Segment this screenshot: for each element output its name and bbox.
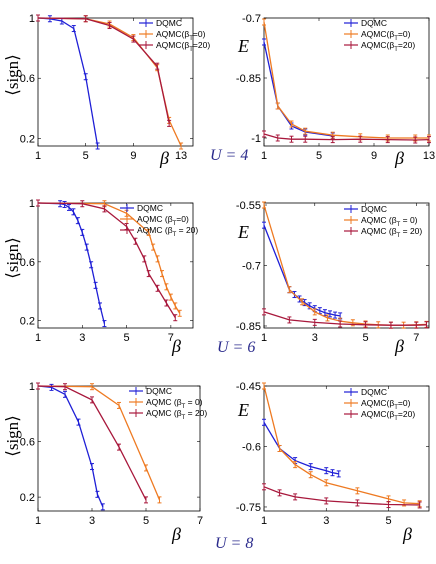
legend-label: AQMC(βT=20) [361,409,415,422]
x-axis-label: β [171,524,181,544]
legend-label: DQMC [361,204,387,214]
y-tick-label: 0.6 [20,437,35,449]
series-line-2 [263,486,420,506]
legend-label: DQMC [361,387,387,397]
chart-energy-u8: 1 3 5 -0.75 -0.6 -0.45 Eβ DQMCAQMC(βT=0)AQMC(βT… [236,381,430,544]
y-tick-label: -0.85 [236,73,261,85]
y-axis-label: ⟨sign⟩ [3,415,22,457]
y-tick-label: -0.7 [242,13,261,25]
x-tick-label: 1 [261,515,267,527]
y-axis-label: E [237,222,249,242]
plot-frame [37,202,194,329]
x-tick-label: 5 [143,515,149,527]
y-axis-label: E [237,36,249,56]
y-tick-label: 0.2 [20,492,35,504]
series-line-2 [263,311,427,326]
chart-sign-u4: 1 5 9 13 0.2 0.6 1 ⟨sign⟩ β DQMCAQMC(βT=0)AQMC(βT… [3,13,210,168]
legend-label: AQMC(βT=20) [156,40,210,53]
legend-label: AQMC(βT=0) [361,29,411,42]
y-tick-label: 1 [29,381,35,393]
series-line-1 [263,385,420,505]
legend-label: AQMC (βT = 0) [146,397,203,410]
x-axis-label: β [171,336,181,356]
y-tick-label: -0.6 [242,441,261,453]
x-tick-label: 3 [323,515,329,527]
series-line-1 [37,385,161,501]
x-tick-label: 7 [168,332,174,344]
x-tick-label: 5 [362,332,368,344]
chart-energy-u4: 1 5 9 13 -1 -0.85 -0.7 Eβ DQMCAQMC(βT=0)AQMC(βT=… [236,13,435,168]
legend-label: DQMC [156,18,182,28]
x-axis-label: β [159,148,169,168]
legend-label: DQMC [146,386,172,396]
series-line-0 [263,41,333,137]
plot-frame [37,17,194,147]
row-label-u6: U = 6 [217,339,255,356]
y-tick-label: -0.85 [236,321,261,333]
row-label-u4: U = 4 [210,147,248,164]
plot-frame [263,385,430,512]
x-tick-label: 7 [413,332,419,344]
x-tick-label: 9 [371,150,377,162]
x-tick-label: 5 [83,150,89,162]
y-axis-label: ⟨sign⟩ [3,237,22,279]
y-tick-label: -0.45 [236,381,261,393]
y-tick-label: -0.55 [236,200,261,212]
series-line-0 [37,17,99,147]
x-axis-label: β [394,336,404,356]
x-tick-label: 13 [175,150,187,162]
y-axis-label: E [237,400,249,420]
x-tick-label: 1 [35,332,41,344]
x-tick-label: 3 [79,332,85,344]
x-axis-label: β [402,524,412,544]
x-axis-label: β [394,148,404,168]
y-tick-label: 0.6 [20,73,35,85]
legend-label: AQMC(βT=20) [361,40,415,53]
legend-label: AQMC(βT=0) [156,29,206,42]
legend-label: AQMC (βT = 20) [146,408,207,421]
legend-label: DQMC [361,18,387,28]
row-label-u8: U = 8 [215,535,253,552]
x-tick-label: 5 [124,332,130,344]
x-tick-label: 3 [89,515,95,527]
plot-frame [263,17,430,147]
y-tick-label: -1 [251,133,261,145]
series-line-2 [263,133,430,141]
legend-label: AQMC (βT=0) [137,214,189,227]
x-tick-label: 1 [35,515,41,527]
legend-label: AQMC (βT = 20) [361,226,422,239]
x-tick-label: 1 [261,332,267,344]
legend-label: AQMC (βT = 20) [137,225,198,238]
legend-label: AQMC (βT = 0) [361,215,418,228]
y-tick-label: -0.75 [236,502,261,514]
y-tick-label: 0.2 [20,133,35,145]
y-tick-label: 0.2 [20,316,35,328]
legend-label: DQMC [137,203,163,213]
series-line-0 [37,202,106,324]
x-tick-label: 5 [385,515,391,527]
x-tick-label: 9 [130,150,136,162]
x-tick-label: 1 [261,150,267,162]
legend-label: AQMC(βT=0) [361,398,411,411]
x-tick-label: 3 [312,332,318,344]
series-line-0 [37,385,104,508]
y-tick-label: 1 [29,198,35,210]
y-tick-label: 1 [29,13,35,25]
x-tick-label: 5 [316,150,322,162]
plot-frame [37,385,201,512]
series-line-2 [37,17,170,124]
y-tick-label: -0.7 [242,261,261,273]
x-tick-label: 13 [423,150,435,162]
y-axis-label: ⟨sign⟩ [3,54,22,96]
x-tick-label: 1 [35,150,41,162]
series-line-2 [37,202,176,319]
y-tick-label: 0.6 [20,257,35,269]
x-tick-label: 7 [197,515,203,527]
